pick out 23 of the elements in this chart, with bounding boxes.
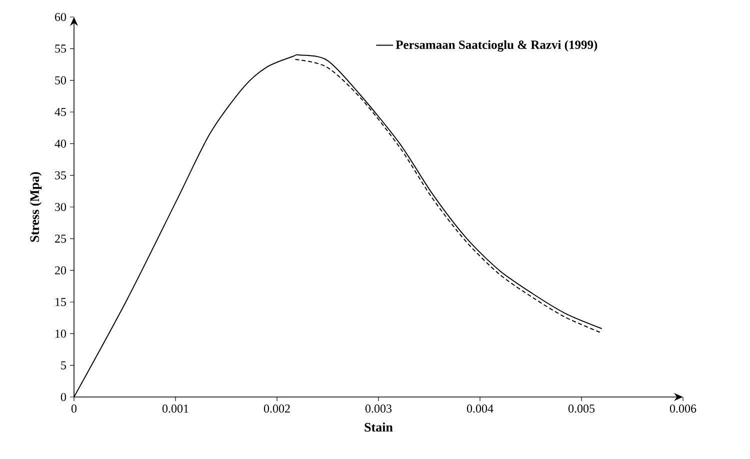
y-tick-label: 15 bbox=[56, 298, 66, 306]
legend-label: Persamaan Saatcioglu & Razvi (1999) bbox=[396, 40, 598, 52]
y-tick-label: 45 bbox=[54, 108, 66, 116]
y-tick-label: 10 bbox=[56, 330, 66, 338]
y-tick-label: 35 bbox=[55, 171, 66, 180]
x-tick-label: 0.002 bbox=[264, 404, 290, 413]
x-tick-label: 0.005 bbox=[568, 404, 595, 413]
x-tick-label: 0.003 bbox=[365, 404, 392, 413]
y-tick-label: 60 bbox=[54, 12, 66, 22]
y-tick-label: 20 bbox=[55, 266, 66, 274]
y-tick-label: 5 bbox=[61, 361, 66, 370]
y-tick-label: 50 bbox=[55, 76, 66, 84]
y-tick-label: 55 bbox=[55, 44, 66, 53]
y-tick-label: 40 bbox=[54, 140, 66, 148]
x-tick-label: 0.001 bbox=[162, 404, 188, 413]
y-tick-label: 25 bbox=[55, 234, 66, 243]
y-tick-label: 0 bbox=[60, 392, 66, 402]
y-axis-title: Stress (Mpa) bbox=[30, 172, 42, 242]
y-tick-label: 30 bbox=[55, 202, 66, 212]
x-axis-title: Stain bbox=[364, 422, 393, 432]
x-tick-label: 0 bbox=[71, 404, 77, 413]
x-tick-label: 0.006 bbox=[670, 404, 696, 413]
x-tick-label: 0.004 bbox=[466, 404, 494, 413]
